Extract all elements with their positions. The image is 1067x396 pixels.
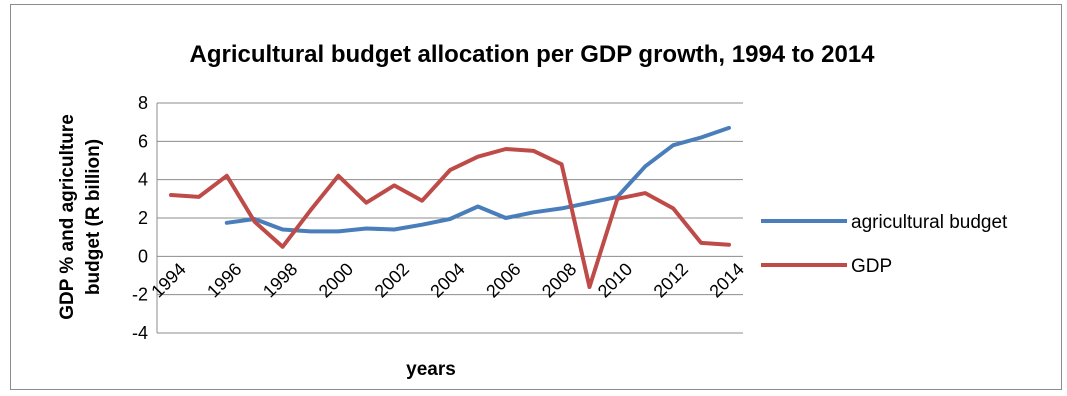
x-axis-title: years [406,359,456,380]
line-chart: Agricultural budget allocation per GDP g… [57,41,1008,380]
y-tick-label: 4 [138,170,148,190]
chart-title: Agricultural budget allocation per GDP g… [189,41,875,68]
y-tick-label: 6 [138,131,148,151]
series-lines [169,125,731,289]
y-tick-label: 0 [138,246,148,266]
legend: agricultural budget GDP [761,212,1008,277]
chart-frame: Agricultural budget allocation per GDP g… [10,4,1062,390]
y-tick-label: 8 [138,93,148,113]
y-tick-labels: -4 -2 0 2 4 6 8 [132,93,148,343]
legend-label: agricultural budget [851,212,1008,233]
y-tick-label: -4 [132,323,148,343]
legend-label: GDP [851,256,892,277]
y-axis-title: GDP % and agriculture budget (R billion) [57,114,104,320]
y-tick-label: 2 [138,208,148,228]
series-line-agricultural-budget [224,125,731,234]
y-axis-title-line: GDP % and agriculture [57,114,78,320]
y-tick-label: -2 [132,285,148,305]
series-line-gdp [169,147,731,289]
y-axis-title-line: budget (R billion) [83,139,104,295]
